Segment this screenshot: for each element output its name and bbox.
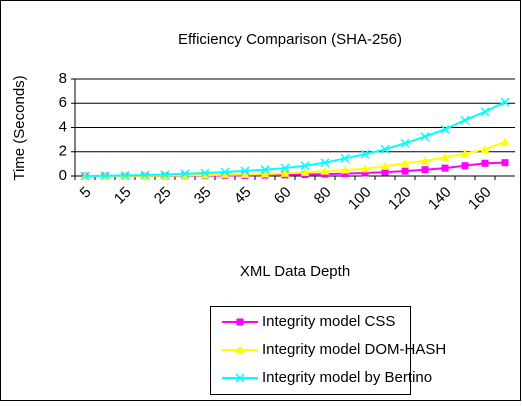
marker bbox=[280, 168, 290, 177]
marker bbox=[441, 164, 449, 172]
marker bbox=[240, 169, 250, 178]
marker bbox=[180, 169, 190, 179]
legend-label: Integrity model CSS bbox=[262, 313, 395, 330]
marker bbox=[220, 167, 230, 177]
x-axis-label: XML Data Depth bbox=[240, 263, 350, 280]
marker bbox=[501, 159, 509, 167]
marker bbox=[481, 159, 489, 167]
legend-label: Integrity model by Bertino bbox=[262, 369, 432, 386]
marker bbox=[220, 170, 230, 179]
marker bbox=[280, 163, 290, 173]
marker bbox=[400, 158, 410, 167]
y-axis-label: Time (Seconds) bbox=[11, 75, 28, 180]
marker bbox=[300, 161, 310, 171]
marker bbox=[235, 345, 245, 354]
y-tick-label: 8 bbox=[59, 70, 67, 87]
marker bbox=[440, 124, 450, 134]
marker bbox=[480, 107, 490, 117]
marker bbox=[460, 115, 470, 125]
y-tick-label: 2 bbox=[59, 143, 67, 160]
y-tick-label: 4 bbox=[59, 118, 67, 135]
marker bbox=[360, 149, 370, 159]
chart-title: Efficiency Comparison (SHA-256) bbox=[178, 31, 402, 48]
marker bbox=[200, 170, 210, 179]
marker bbox=[480, 144, 490, 153]
marker bbox=[440, 152, 450, 161]
marker bbox=[500, 137, 510, 146]
y-tick-label: 0 bbox=[59, 167, 67, 184]
legend-label: Integrity model DOM-HASH bbox=[262, 341, 446, 358]
marker bbox=[236, 318, 244, 326]
marker bbox=[421, 166, 429, 174]
marker bbox=[80, 171, 90, 181]
marker bbox=[160, 170, 170, 180]
marker bbox=[235, 373, 245, 383]
marker bbox=[380, 161, 390, 170]
marker bbox=[340, 165, 350, 174]
marker bbox=[500, 97, 510, 107]
marker bbox=[320, 166, 330, 175]
marker bbox=[300, 167, 310, 176]
marker bbox=[420, 156, 430, 165]
marker bbox=[361, 169, 369, 177]
y-tick-label: 6 bbox=[59, 94, 67, 111]
marker bbox=[460, 149, 470, 158]
marker bbox=[401, 167, 409, 175]
marker bbox=[360, 164, 370, 173]
marker bbox=[200, 168, 210, 178]
marker bbox=[381, 168, 389, 176]
marker bbox=[340, 153, 350, 163]
marker bbox=[120, 170, 130, 180]
marker bbox=[400, 138, 410, 148]
marker bbox=[240, 166, 250, 176]
marker bbox=[140, 170, 150, 180]
marker bbox=[380, 144, 390, 154]
marker bbox=[260, 169, 270, 178]
marker bbox=[320, 158, 330, 168]
line bbox=[84, 101, 506, 177]
marker bbox=[100, 171, 110, 181]
marker bbox=[461, 162, 469, 170]
marker bbox=[260, 165, 270, 175]
marker bbox=[341, 170, 349, 178]
marker bbox=[420, 132, 430, 142]
